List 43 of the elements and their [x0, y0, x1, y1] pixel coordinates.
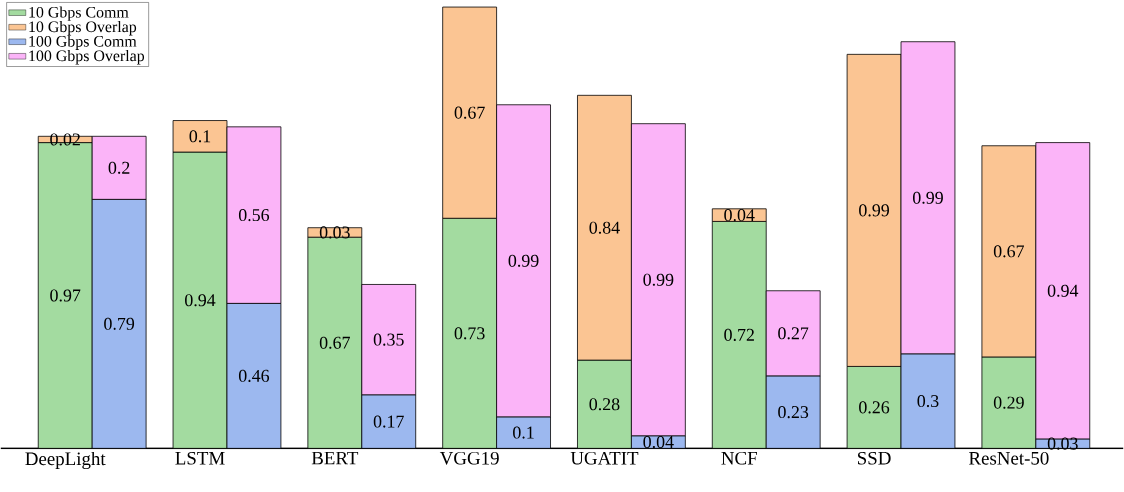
data-label: 0.27	[778, 327, 809, 340]
data-label: 0.29	[993, 396, 1024, 409]
data-label: 0.03	[1047, 437, 1078, 450]
data-label: 0.3	[917, 394, 939, 408]
x-tick-label: SSD	[857, 451, 891, 465]
x-tick-label: BERT	[311, 451, 359, 465]
x-tick-label: UGATIT	[570, 451, 639, 465]
legend-label: 100 Gbps Overlap	[29, 49, 145, 65]
data-label: 0.79	[104, 317, 135, 330]
data-label: 0.97	[50, 289, 81, 302]
data-label: 0.28	[589, 398, 620, 411]
data-label: 0.84	[589, 221, 620, 234]
data-label: 0.73	[454, 327, 485, 340]
data-label: 0.04	[643, 435, 674, 448]
data-label: 0.99	[859, 204, 889, 217]
data-label: 0.1	[189, 130, 211, 143]
data-label: 0.35	[373, 333, 404, 346]
data-label: 0.72	[724, 328, 754, 341]
data-label: 0.17	[373, 415, 404, 428]
data-label: 0.03	[319, 226, 350, 239]
data-label: 0.94	[1047, 284, 1079, 297]
x-tick-label: DeepLight	[25, 451, 106, 469]
x-tick-label: VGG19	[439, 451, 499, 465]
data-label: 0.99	[913, 191, 943, 204]
x-tick-label: LSTM	[175, 451, 225, 465]
data-label: 0.67	[319, 336, 350, 349]
data-label: 0.99	[643, 273, 674, 286]
data-label: 0.26	[859, 401, 890, 414]
data-label: 0.46	[238, 369, 270, 382]
data-label: 0.2	[108, 161, 130, 174]
legend-label: 10 Gbps Overlap	[29, 20, 137, 36]
x-tick-label: NCF	[721, 451, 757, 465]
data-label: 0.23	[778, 405, 809, 419]
data-label: 0.94	[185, 294, 216, 307]
legend-label: 10 Gbps Comm	[29, 6, 129, 21]
data-label: 0.04	[724, 208, 755, 222]
legend-label: 100 Gbps Comm	[29, 35, 137, 50]
x-tick-label: ResNet-50	[969, 451, 1049, 465]
data-label: 0.67	[993, 245, 1025, 258]
data-label: 0.56	[238, 208, 270, 222]
data-label: 0.67	[454, 106, 485, 119]
data-label: 0.99	[508, 254, 539, 267]
data-label: 0.1	[513, 426, 534, 439]
